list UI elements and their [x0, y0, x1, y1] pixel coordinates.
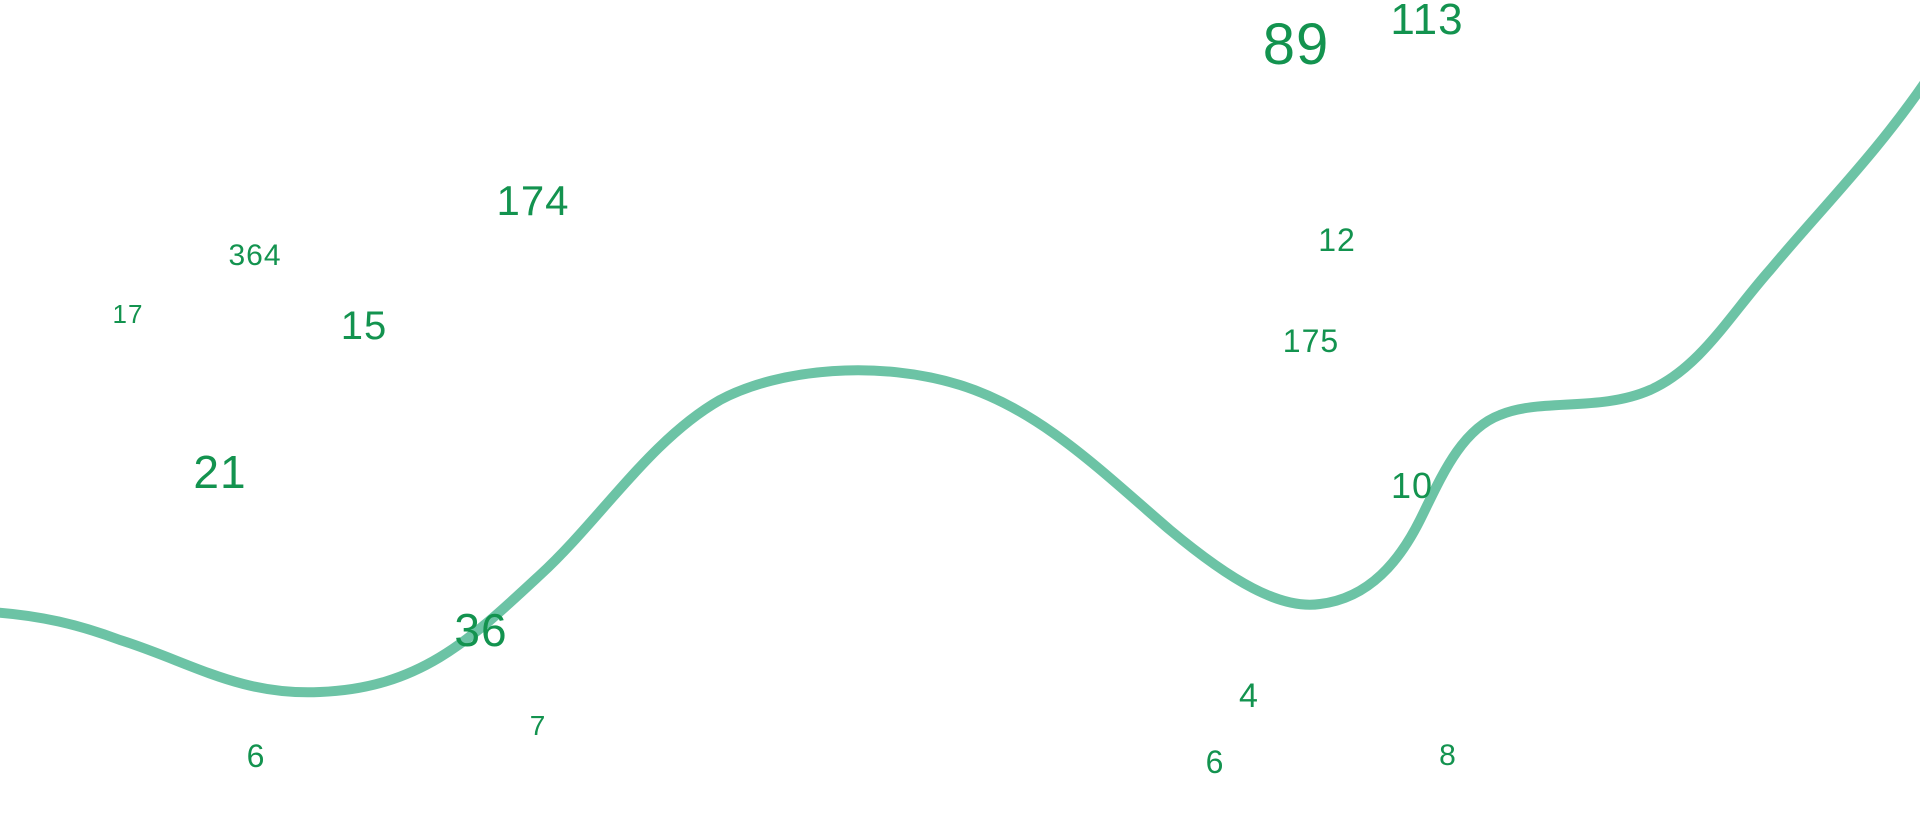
wavy-line-path: [0, 80, 1920, 698]
number-label: 8: [1439, 739, 1457, 772]
number-label: 7: [529, 710, 547, 741]
number-label: 89: [1262, 12, 1330, 77]
number-label: 21: [193, 446, 247, 498]
number-label: 174: [496, 177, 570, 224]
number-label: 175: [1282, 323, 1340, 359]
number-label: 113: [1390, 0, 1464, 44]
number-label: 15: [340, 304, 388, 348]
number-label: 6: [1205, 744, 1225, 780]
number-label: 36: [454, 604, 508, 656]
number-label: 6: [246, 738, 266, 774]
number-label: 4: [1239, 677, 1259, 715]
number-label: 17: [112, 299, 144, 329]
number-label: 10: [1390, 465, 1434, 506]
number-label: 12: [1318, 222, 1356, 258]
number-label: 364: [228, 239, 282, 272]
